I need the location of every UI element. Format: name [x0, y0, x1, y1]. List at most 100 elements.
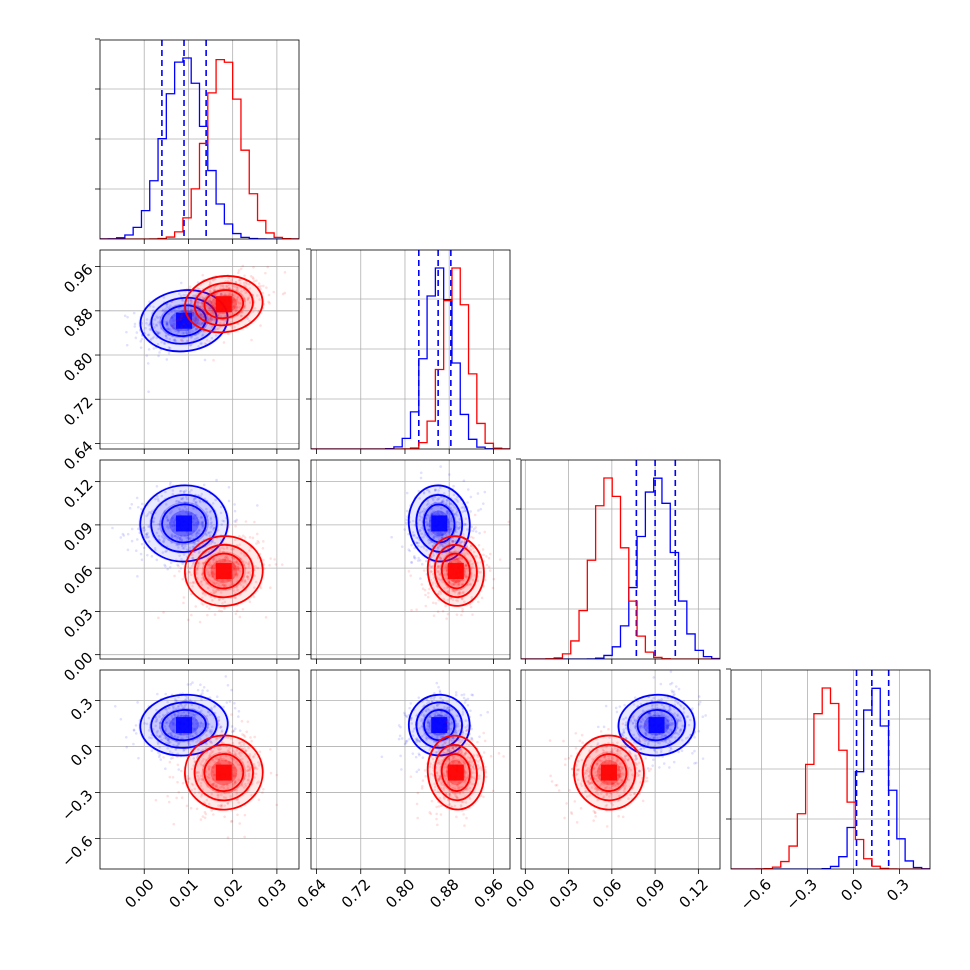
sample-point: [165, 336, 168, 340]
sample-point: [196, 336, 199, 340]
y-tick-label: 0.64: [60, 437, 96, 473]
sample-point: [438, 777, 442, 781]
sample-point: [440, 780, 443, 784]
sample-point: [232, 589, 236, 592]
sample-point: [210, 336, 214, 340]
sample-point: [454, 555, 458, 558]
sample-point: [441, 499, 445, 502]
sample-point: [419, 719, 423, 723]
sample-point: [669, 670, 673, 673]
sample-point: [438, 776, 441, 780]
sample-point: [144, 535, 148, 539]
sample-point: [209, 595, 213, 599]
sample-point: [429, 697, 433, 700]
sample-point: [214, 530, 218, 534]
sample-point: [147, 535, 150, 539]
sample-point: [236, 300, 240, 304]
sample-point: [197, 520, 201, 524]
sample-point: [156, 740, 160, 744]
sample-point: [461, 760, 465, 764]
sample-point: [231, 582, 234, 586]
sample-point: [209, 739, 212, 743]
sample-point: [211, 309, 215, 312]
panel-frame: [520, 459, 721, 660]
sample-point: [209, 748, 212, 752]
sample-point: [201, 592, 205, 595]
sample-point: [172, 534, 176, 538]
sample-point: [248, 600, 252, 604]
sample-point: [419, 476, 423, 480]
sample-point: [173, 713, 177, 716]
sample-point: [206, 722, 210, 726]
sample-point: [244, 784, 248, 788]
sample-point: [173, 574, 176, 578]
sample-point: [195, 530, 199, 533]
sample-point: [223, 557, 226, 561]
sample-point: [179, 317, 183, 321]
sample-point: [215, 478, 218, 482]
sample-point: [209, 286, 212, 290]
sample-point: [170, 734, 173, 738]
sample-point: [207, 768, 211, 771]
sample-point: [233, 766, 236, 770]
sample-point: [442, 545, 445, 548]
sample-point: [483, 530, 487, 534]
sample-point: [165, 323, 169, 326]
sample-point: [414, 738, 418, 741]
sample-point: [208, 754, 212, 757]
sample-point: [192, 561, 196, 564]
sample-point: [432, 535, 436, 539]
sample-point: [238, 535, 241, 538]
sample-point: [225, 545, 229, 549]
sample-point: [422, 491, 426, 494]
sample-point: [233, 789, 236, 792]
sample-point: [207, 802, 211, 806]
sample-point: [179, 567, 183, 570]
sample-point: [475, 753, 479, 757]
sample-point: [230, 819, 234, 823]
sample-point: [415, 802, 419, 806]
sample-point: [458, 526, 462, 529]
sample-point: [236, 569, 239, 572]
sample-point: [433, 510, 436, 514]
sample-point: [144, 532, 148, 536]
sample-point: [431, 583, 434, 587]
sample-point: [191, 545, 195, 549]
sample-point: [231, 547, 234, 551]
sample-point: [218, 748, 221, 752]
sample-point: [449, 502, 452, 506]
sample-point: [196, 688, 200, 692]
sample-point: [444, 549, 448, 553]
sample-point: [231, 284, 235, 288]
sample-point: [237, 269, 241, 272]
sample-point: [232, 305, 235, 309]
sample-point: [457, 787, 460, 790]
sample-point: [213, 773, 217, 777]
sample-point: [451, 736, 454, 739]
sample-point: [217, 598, 221, 602]
sample-point: [177, 695, 180, 699]
sample-point: [243, 299, 247, 303]
sample-point: [231, 749, 235, 753]
sample-point: [460, 800, 464, 804]
sample-point: [241, 310, 244, 314]
sample-point: [455, 730, 458, 733]
sample-point: [411, 519, 415, 523]
sample-point: [210, 565, 214, 569]
sample-point: [422, 491, 426, 495]
sample-point: [460, 751, 464, 754]
sample-point: [267, 293, 271, 297]
sample-point: [447, 757, 451, 761]
sample-point: [450, 721, 454, 724]
sample-point: [248, 549, 251, 552]
sample-point: [155, 315, 158, 318]
sample-point: [243, 835, 246, 839]
sample-point: [445, 586, 449, 590]
sample-point: [188, 537, 191, 541]
panel-1-1: [306, 248, 511, 454]
sample-point: [156, 729, 159, 733]
sample-point: [216, 793, 219, 797]
sample-point: [224, 583, 227, 587]
sample-point: [456, 560, 460, 564]
sample-point: [464, 788, 468, 791]
